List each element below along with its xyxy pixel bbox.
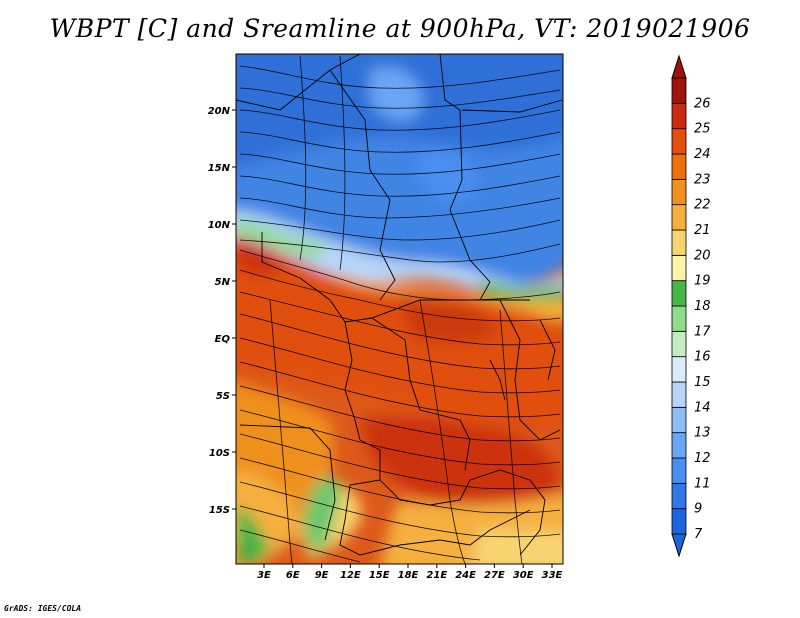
colorbar-label: 20 <box>694 248 711 263</box>
colorbar-swatch <box>671 77 687 104</box>
lon-tick-label: 12E <box>340 570 361 581</box>
colorbar-label: 23 <box>694 172 711 187</box>
lon-tick-label: 6E <box>286 570 300 581</box>
colorbar-swatch <box>671 254 687 282</box>
colorbar-swatch <box>671 432 687 459</box>
lat-tick-label: 10N <box>208 220 231 231</box>
colorbar-swatch <box>671 508 687 535</box>
colorbar-label: 11 <box>694 476 711 491</box>
lon-tick-label: 33E <box>542 570 563 581</box>
colorbar-label: 19 <box>694 274 711 289</box>
lon-tick-label: 3E <box>257 570 271 581</box>
lon-tick-label: 18E <box>398 570 419 581</box>
colorbar-swatch <box>671 330 687 358</box>
colorbar-high-arrow <box>671 54 687 79</box>
plot-title: WBPT [C] and Sreamline at 900hPa, VT: 20… <box>49 14 751 43</box>
lat-tick-label: 15S <box>209 505 230 516</box>
colorbar-label: 9 <box>694 502 702 517</box>
colorbar-swatch <box>671 482 687 510</box>
colorbar-label: 17 <box>694 324 711 339</box>
lat-tick-label: 5S <box>216 391 230 402</box>
colorbar-label: 7 <box>694 527 703 542</box>
lon-tick-label: 27E <box>484 570 505 581</box>
colorbar-swatch <box>671 280 687 307</box>
colorbar-swatch <box>671 406 687 434</box>
colorbar-swatch <box>671 204 687 231</box>
colorbar-label: 22 <box>694 198 711 213</box>
colorbar-label: 14 <box>694 400 711 415</box>
credit-text: GrADS: IGES/COLA <box>4 604 82 613</box>
colorbar-low-arrow <box>671 533 687 558</box>
lat-tick-label: 15N <box>208 163 231 174</box>
colorbar-label: 26 <box>694 96 711 111</box>
colorbar-label: 13 <box>694 426 711 441</box>
colorbar-label: 25 <box>694 122 711 137</box>
colorbar-swatch <box>671 356 687 383</box>
lat-tick-label: EQ <box>215 334 231 345</box>
colorbar-swatch <box>671 381 687 408</box>
colorbar-label: 21 <box>694 223 711 238</box>
colorbar-swatch <box>671 153 687 180</box>
colorbar-label: 18 <box>694 299 711 314</box>
lat-tick-label: 20N <box>208 106 231 117</box>
colorbar-label: 15 <box>694 375 711 390</box>
lon-tick-label: 9E <box>315 570 329 581</box>
colorbar-label: 12 <box>694 451 711 466</box>
lat-tick-label: 10S <box>209 448 230 459</box>
lon-tick-label: 15E <box>369 570 390 581</box>
colorbar-label: 16 <box>694 350 711 365</box>
colorbar-swatch <box>671 457 687 484</box>
colorbar-label: 24 <box>694 147 711 162</box>
colorbar-swatch <box>671 229 687 256</box>
lon-tick-label: 30E <box>513 570 534 581</box>
map-frame <box>235 53 564 565</box>
lon-tick-label: 21E <box>426 570 447 581</box>
longitude-axis: 3E 6E 9E 12E 15E 18E 21E 24E 27E 30E 33E <box>257 564 563 581</box>
lat-tick-label: 5N <box>215 277 231 288</box>
colorbar-swatch <box>671 102 687 130</box>
map-area <box>236 54 563 564</box>
latitude-axis: 20N 15N 10N 5N EQ 5S 10S 15S <box>208 106 236 516</box>
colorbar-swatch <box>671 305 687 332</box>
lon-tick-label: 24E <box>455 570 476 581</box>
colorbar-swatch <box>671 178 687 206</box>
colorbar: 7 9 11 12 13 14 15 16 17 18 19 20 21 22 23 24 25 26 <box>671 54 711 558</box>
colorbar-swatch <box>671 128 687 155</box>
